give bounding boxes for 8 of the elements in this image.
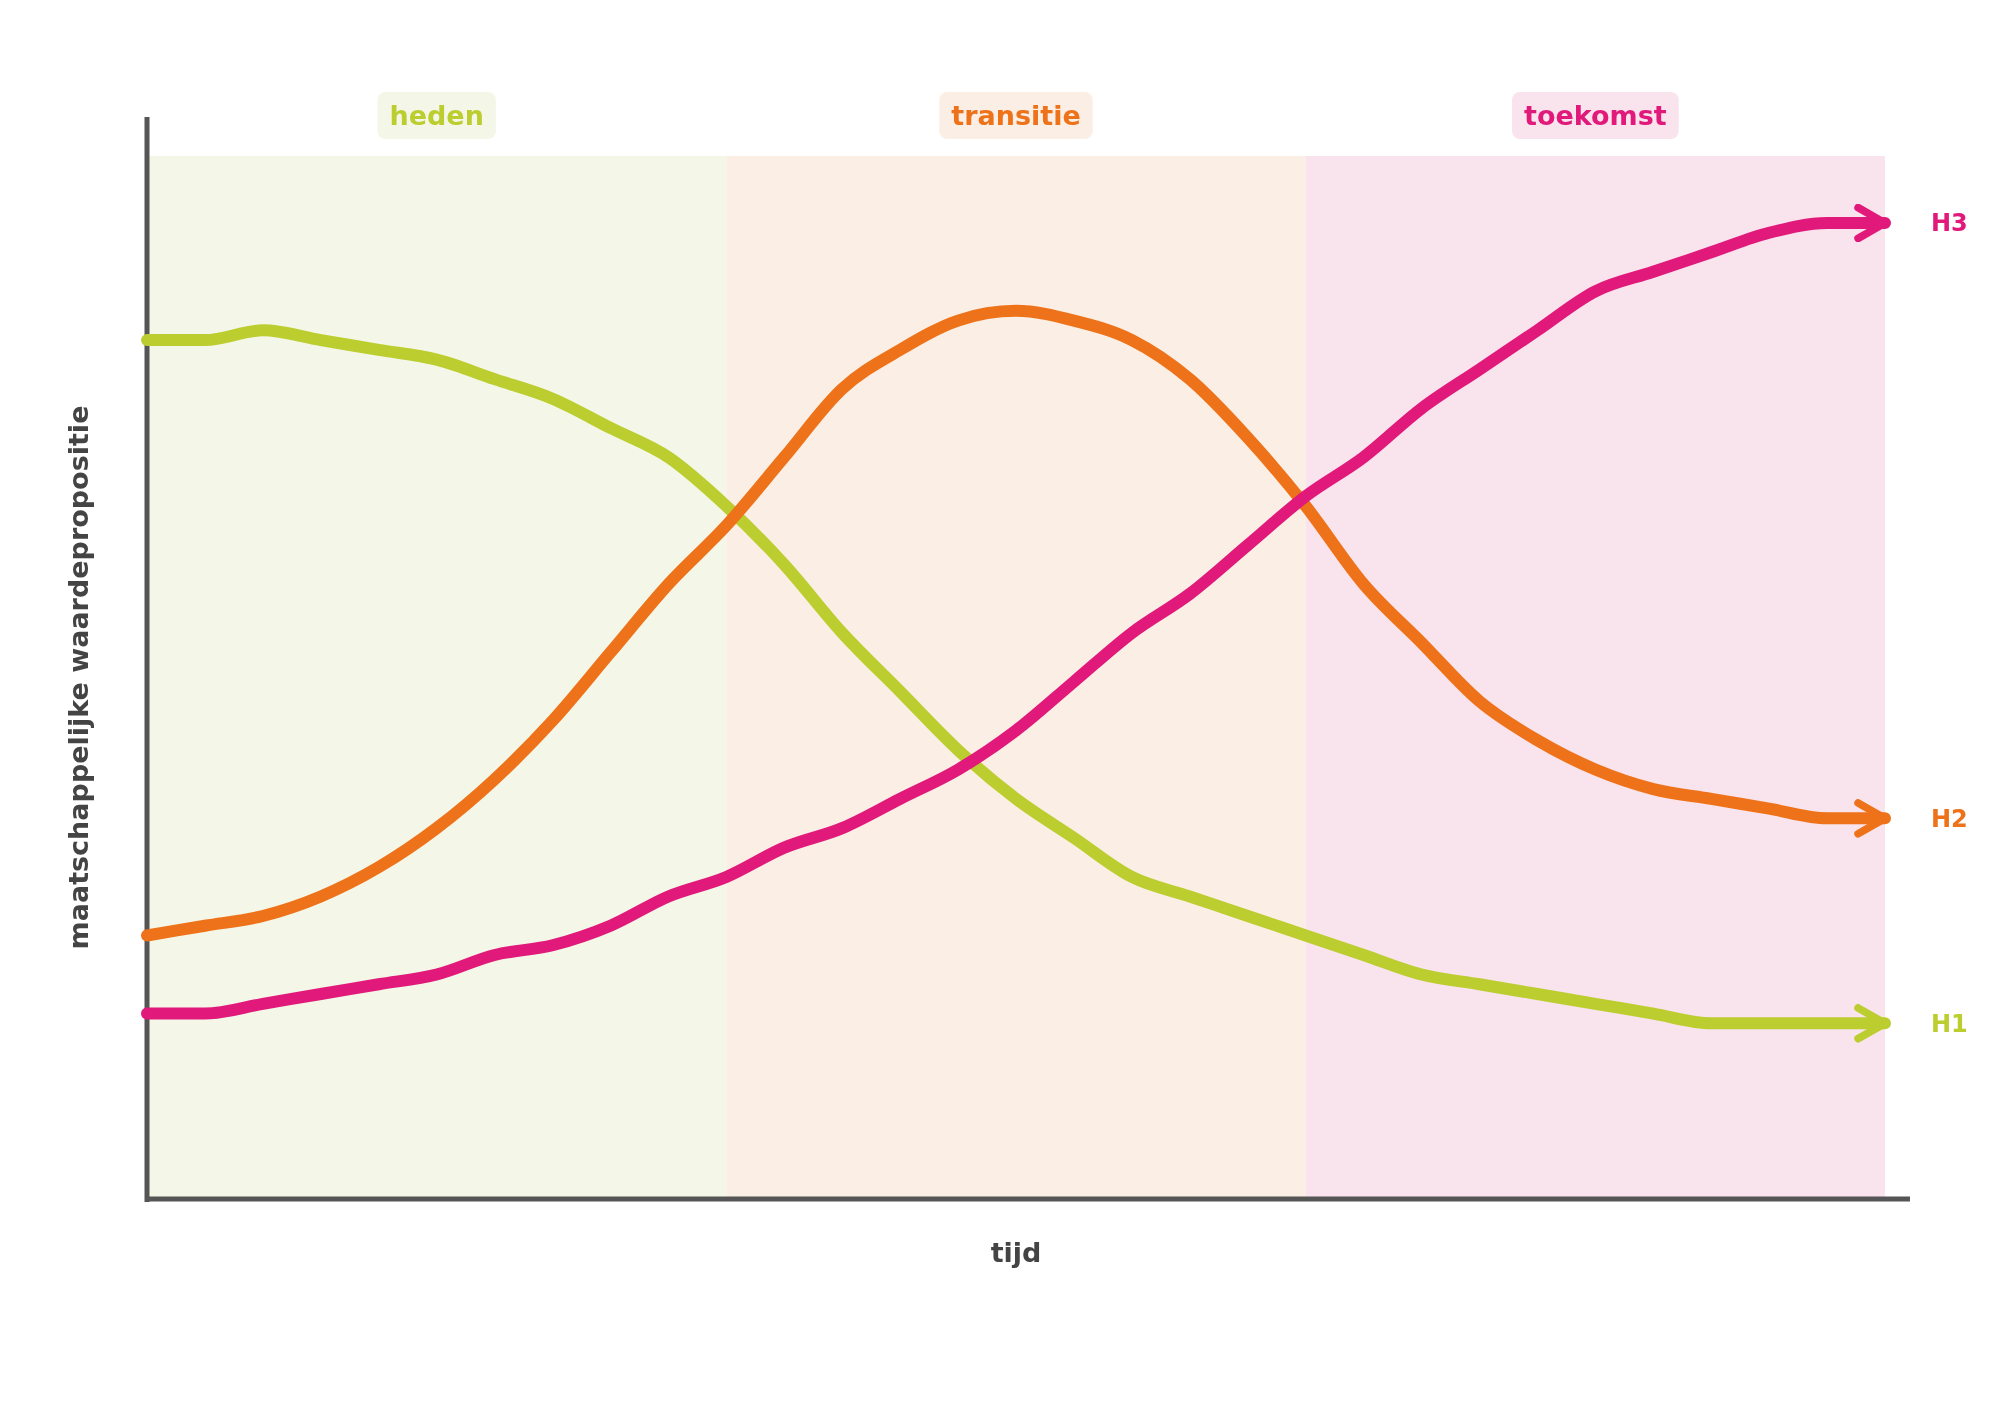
text: transitie [951,100,1081,131]
y-axis-title: maatschappelijke waardepropositie [63,405,94,950]
text: heden [389,100,484,131]
series-label: H1 [1931,1009,1968,1038]
series-label: H2 [1931,804,1968,833]
x-axis-title: tijd [990,1237,1042,1268]
series-label: H3 [1931,209,1968,238]
text: toekomst [1524,100,1667,131]
